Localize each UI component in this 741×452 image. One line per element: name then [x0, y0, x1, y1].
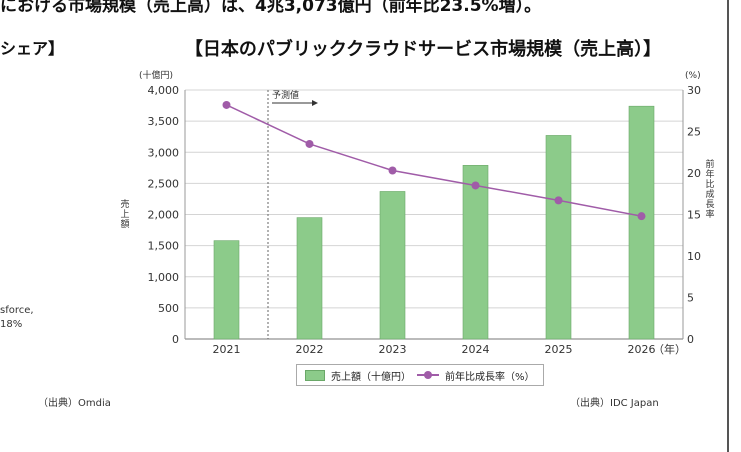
- y-right-tick-label: 15: [687, 209, 701, 222]
- y-right-tick-label: 30: [687, 84, 701, 97]
- y-right-tick-label: 20: [687, 167, 701, 180]
- left-note-line-2: 18%: [0, 319, 23, 330]
- y-left-tick-label: 4,000: [148, 84, 180, 97]
- x-axis-unit: （年）: [653, 342, 686, 356]
- y-left-tick-label: 1,000: [148, 271, 180, 284]
- bar-2022: [296, 217, 323, 340]
- y-left-unit: (十億円): [139, 69, 173, 81]
- x-tick-label: 2023: [379, 343, 407, 356]
- forecast-annotation-label: 予測値: [272, 89, 299, 101]
- left-axis-label: 売上額: [120, 200, 130, 230]
- x-tick-label: 2021: [213, 343, 241, 356]
- y-left-tick-label: 2,000: [148, 209, 180, 222]
- growth-point-2021: [222, 100, 231, 109]
- forecast-arrow-head: [312, 100, 318, 106]
- y-left-tick-label: 0: [172, 333, 179, 346]
- y-right-tick-label: 10: [687, 250, 701, 263]
- legend-bar-label: 売上額（十億円）: [331, 371, 411, 383]
- left-note-line-1: sforce,: [0, 305, 34, 316]
- y-right-tick-label: 5: [687, 292, 694, 305]
- x-tick-label: 2022: [296, 343, 324, 356]
- top-body-text: における市場規模（売上高）は、4兆3,073億円（前年比23.5%増）。: [0, 0, 542, 16]
- legend-line-label: 前年比成長率（%）: [445, 371, 535, 383]
- chart-source-note: （出典）IDC Japan: [570, 398, 659, 409]
- chart-title: 【日本のパブリッククラウドサービス市場規模（売上高）】: [184, 39, 662, 60]
- left-source-note: （出典）Omdia: [38, 398, 111, 409]
- growth-rate-line: [226, 104, 642, 217]
- bar-2024: [462, 165, 489, 340]
- growth-point-2024: [471, 181, 480, 190]
- y-left-tick-label: 2,500: [148, 177, 180, 190]
- y-right-unit: (%): [685, 71, 701, 81]
- right-axis-label: 前年比成長率: [705, 160, 715, 220]
- bar-2026: [628, 105, 655, 340]
- growth-point-2022: [305, 139, 314, 148]
- x-tick-label: 2026: [628, 343, 656, 356]
- bar-2023: [379, 191, 406, 340]
- y-left-tick-label: 500: [158, 302, 179, 315]
- bar-2021: [213, 240, 240, 340]
- x-tick-label: 2024: [462, 343, 490, 356]
- chart-legend: 売上額（十億円） 前年比成長率（%）: [296, 364, 544, 386]
- y-left-tick-label: 3,500: [148, 115, 180, 128]
- growth-point-2023: [388, 166, 397, 175]
- y-right-tick-label: 0: [687, 333, 694, 346]
- growth-point-2025: [554, 196, 563, 205]
- legend-line-marker: [417, 370, 439, 380]
- bar-2025: [545, 135, 572, 340]
- page-edge-divider: [727, 0, 729, 452]
- left-chart-heading: シェア】: [0, 39, 65, 58]
- x-tick-label: 2025: [545, 343, 573, 356]
- y-left-tick-label: 3,000: [148, 146, 180, 159]
- y-left-tick-label: 1,500: [148, 240, 180, 253]
- y-right-tick-label: 25: [687, 126, 701, 139]
- growth-point-2026: [637, 212, 646, 221]
- legend-bar-swatch: [305, 369, 325, 381]
